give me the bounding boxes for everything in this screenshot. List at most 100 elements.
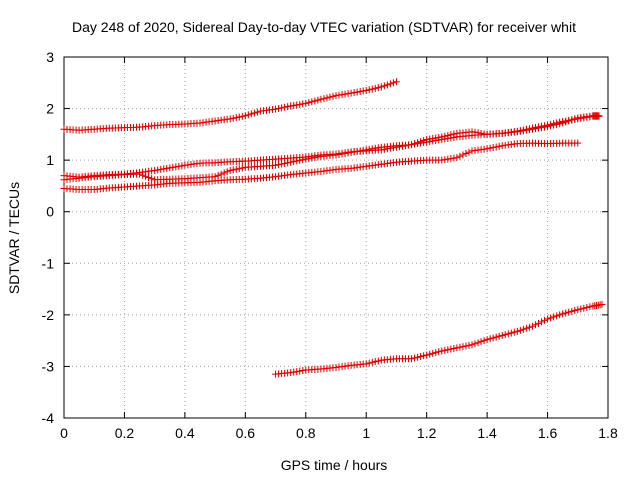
data-point [553,119,561,127]
data-point [516,326,524,334]
data-point [574,306,582,314]
data-point [435,348,443,356]
data-point [302,155,310,163]
data-point [538,122,546,130]
plot-frame [63,56,609,419]
data-point [492,333,500,341]
data-point [296,100,304,108]
data-point [302,99,310,107]
data-point [513,327,521,335]
data-point [220,169,228,177]
data-point [392,78,400,86]
data-point [489,144,497,152]
data-point [550,313,558,321]
data-point [583,113,591,121]
x-tick-label: 0.8 [296,425,316,441]
data-point [438,156,446,164]
data-point [287,158,295,166]
data-point [577,114,585,122]
data-point [299,156,307,164]
data-point [556,311,564,319]
data-point [462,150,470,158]
data-point [139,171,147,179]
x-tick-label: 1.8 [598,425,618,441]
x-tick-label: 0.4 [175,425,195,441]
data-point [429,349,437,357]
data-point [365,86,373,94]
data-point [353,88,361,96]
data-point [290,101,298,109]
data-point [275,161,283,169]
y-tick-label: -2 [42,307,55,323]
data-point [417,353,425,361]
data-point [474,129,482,137]
data-markers [60,78,606,378]
x-tick-label: 0.2 [115,425,135,441]
data-point [326,93,334,101]
data-point [565,308,573,316]
data-point [272,105,280,113]
data-point [305,155,313,163]
data-point [580,304,588,312]
data-point [432,134,440,142]
data-point [371,358,379,366]
data-point [335,91,343,99]
data-point [362,360,370,368]
data-point [480,130,488,138]
data-point [178,162,186,170]
data-point [565,116,573,124]
data-point [284,159,292,167]
data-point [281,159,289,167]
data-point [226,115,234,123]
y-tick-label: -4 [42,410,55,426]
data-point [374,144,382,152]
data-point [408,141,416,149]
data-point [447,345,455,353]
y-tick-label: 0 [46,204,54,220]
data-point [510,328,518,336]
series-track-5 [272,301,606,378]
data-point [160,165,168,173]
data-point [471,128,479,136]
data-point [287,369,295,377]
data-point [281,103,289,111]
data-point [507,329,515,337]
data-point [435,133,443,141]
data-point [447,131,455,139]
data-point [438,347,446,355]
data-point [453,154,461,162]
data-point [356,147,364,155]
series-track-3 [60,112,603,184]
data-point [359,87,367,95]
data-point [284,103,292,111]
data-point [420,352,428,360]
data-point [217,170,225,178]
data-point [338,150,346,158]
data-point [516,127,524,135]
data-point [465,341,473,349]
data-point [486,144,494,152]
data-point [341,90,349,98]
data-point [163,164,171,172]
data-point [420,137,428,145]
data-point [344,90,352,98]
data-point [519,325,527,333]
data-point [456,152,464,160]
data-point [247,110,255,118]
data-point [501,331,509,339]
data-point [462,342,470,350]
data-point [299,100,307,108]
data-point [525,125,533,133]
data-point [498,331,506,339]
data-point [441,346,449,354]
data-point [377,83,385,91]
data-point [311,97,319,105]
data-point [477,338,485,346]
data-point [426,135,434,143]
data-point [495,332,503,340]
data-point [471,340,479,348]
x-tick-label: 0.6 [236,425,256,441]
axis-ticks: 0 0.2 0.4 0.6 0.8 1 1.2 1.4 1.6 1.8 3 2 1 0 -1 -2 -3 -4 [42,49,618,441]
data-point [299,367,307,375]
data-point [293,157,301,165]
